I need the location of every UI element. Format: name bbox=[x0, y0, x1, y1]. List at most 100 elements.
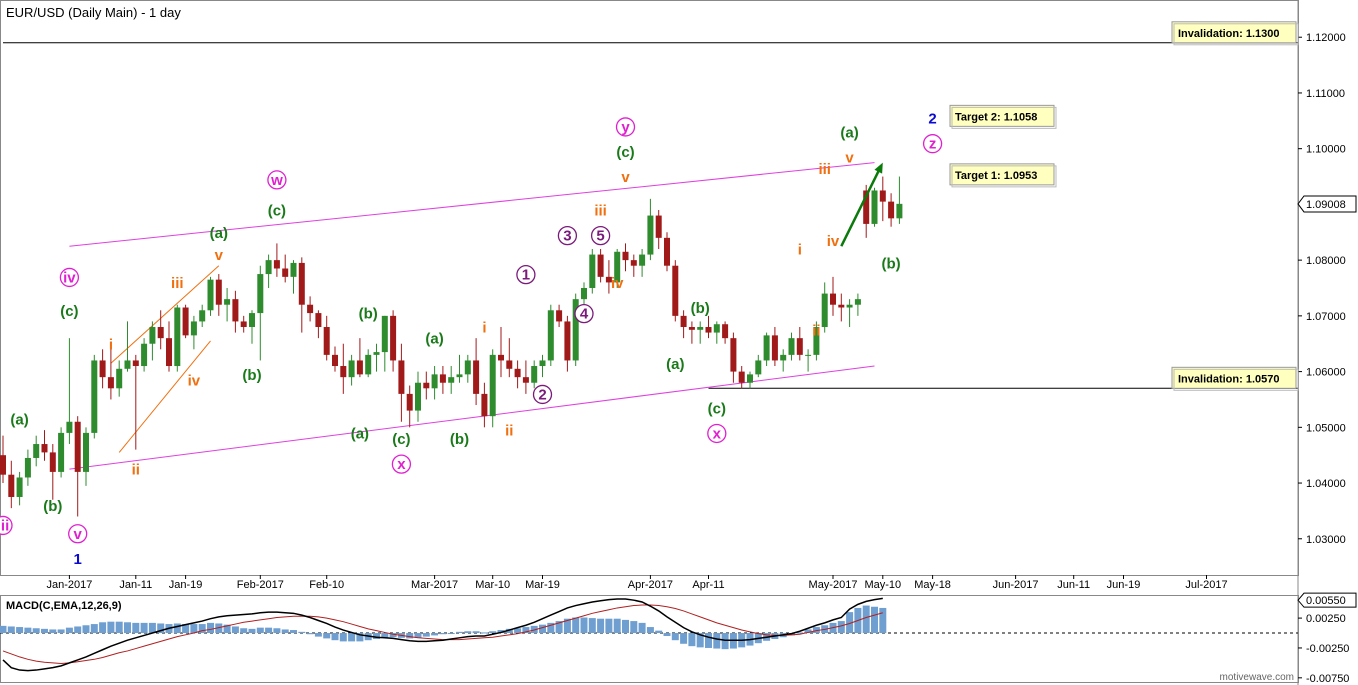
wave-label-text: y bbox=[621, 119, 630, 136]
macd-hist-bar bbox=[597, 618, 605, 634]
wave-label: z bbox=[922, 134, 943, 154]
macd-hist-bar bbox=[572, 617, 580, 634]
target-box-bg bbox=[949, 104, 1055, 127]
wave-label: 1 bbox=[516, 264, 536, 285]
wave-label: iv bbox=[611, 275, 624, 292]
candle-body bbox=[705, 327, 712, 333]
macd-hist-bar bbox=[99, 622, 107, 634]
candle-body bbox=[149, 327, 156, 344]
wave-label: iv bbox=[827, 233, 840, 250]
wave-label: v bbox=[621, 169, 630, 186]
wave-label-circle bbox=[574, 304, 594, 324]
macd-hist-bar bbox=[539, 624, 546, 634]
candle-body bbox=[688, 327, 695, 330]
macd-hist-bar bbox=[16, 627, 24, 634]
macd-hist-bar bbox=[862, 605, 870, 634]
wave-label-text: iii bbox=[0, 517, 9, 534]
wave-label-text: iv bbox=[63, 269, 76, 286]
sub-channel-line bbox=[118, 340, 211, 453]
x-tick-label: Apr-2017 bbox=[628, 579, 673, 591]
candle-body bbox=[8, 474, 15, 497]
candle-body bbox=[373, 352, 380, 355]
wave-label-text: v bbox=[621, 169, 630, 186]
last-price-bg bbox=[1297, 195, 1357, 213]
macd-hist-bar bbox=[389, 633, 397, 638]
x-tick-label: Jun-11 bbox=[1057, 579, 1090, 591]
wave-label: iv bbox=[188, 373, 201, 390]
macd-hist-bar bbox=[796, 632, 804, 634]
candle-body bbox=[365, 354, 372, 375]
wave-label: ii bbox=[505, 423, 513, 440]
candle-body bbox=[232, 299, 239, 322]
macd-last-marker: 0.00550 bbox=[1297, 592, 1357, 608]
wave-label: v bbox=[845, 150, 854, 167]
wave-label: i bbox=[109, 336, 113, 353]
candle-body bbox=[572, 299, 579, 361]
candle-body bbox=[863, 190, 870, 224]
candle-body bbox=[249, 313, 255, 328]
candle-body bbox=[830, 293, 836, 305]
wave-label-text: (b) bbox=[882, 255, 901, 272]
macd-hist-bar bbox=[497, 630, 505, 634]
candle-body bbox=[581, 288, 587, 300]
invalidation-box-bg bbox=[1171, 366, 1297, 389]
wave-label: i bbox=[798, 242, 802, 259]
macd-hist-bar bbox=[514, 628, 522, 634]
macd-hist-bar bbox=[804, 629, 812, 634]
macd-hist-bar bbox=[314, 633, 322, 637]
macd-hist-bar bbox=[381, 633, 389, 638]
candle-body bbox=[207, 279, 214, 311]
projection-arrow-shaft bbox=[840, 168, 881, 247]
macd-hist-bar bbox=[115, 621, 123, 634]
y-tick-label: 1.10000 bbox=[1306, 144, 1346, 156]
wave-label: 3 bbox=[557, 225, 578, 246]
wave-label-text: (c) bbox=[616, 144, 634, 161]
invalidation-box-bg bbox=[1171, 21, 1297, 44]
macd-hist-bar bbox=[74, 626, 82, 634]
macd-hist-bar bbox=[871, 606, 878, 634]
macd-hist-bar bbox=[373, 633, 380, 639]
macd-hist-bar bbox=[655, 630, 663, 634]
wave-label-circle bbox=[59, 267, 80, 288]
wave-label-text: (b) bbox=[43, 498, 62, 515]
x-tick-label: Jan-2017 bbox=[46, 579, 92, 591]
wave-label-text: ii bbox=[812, 322, 820, 339]
candle-body bbox=[672, 265, 679, 316]
macd-hist-bar bbox=[456, 631, 463, 634]
wave-label-text: (c) bbox=[392, 431, 410, 448]
wave-label-text: (b) bbox=[450, 431, 469, 448]
wave-label: x bbox=[707, 423, 727, 444]
wave-label-text: (a) bbox=[666, 356, 684, 373]
candle-body bbox=[315, 313, 322, 328]
macd-hist-bar bbox=[522, 627, 530, 634]
y-tick-label: 1.06000 bbox=[1306, 367, 1346, 379]
wave-label-text: iv bbox=[188, 373, 201, 390]
candle-body bbox=[639, 254, 646, 266]
macd-hist-bar bbox=[7, 626, 15, 634]
macd-hist-bar bbox=[472, 631, 480, 634]
candle-body bbox=[879, 190, 886, 202]
candle-body bbox=[41, 444, 48, 453]
wave-label: y bbox=[615, 117, 636, 137]
macd-hist-bar bbox=[356, 633, 364, 642]
candle-body bbox=[332, 354, 338, 367]
wave-label-text: (a) bbox=[10, 412, 28, 429]
macd-hist-bar bbox=[622, 619, 629, 634]
macd-hist-bar bbox=[190, 624, 198, 634]
macd-hist-bar bbox=[646, 627, 654, 634]
macd-hist-bar bbox=[132, 622, 140, 634]
wave-label: iii bbox=[594, 203, 607, 220]
candle-body bbox=[66, 421, 73, 433]
wave-label: (c) bbox=[616, 144, 634, 161]
macd-hist-bar bbox=[414, 633, 422, 638]
wave-label-text: (a) bbox=[425, 331, 443, 348]
candle-body bbox=[307, 304, 314, 314]
candle-body bbox=[340, 366, 347, 378]
macd-hist-bar bbox=[846, 612, 854, 634]
wave-label-circle bbox=[922, 134, 943, 154]
macd-hist-bar bbox=[323, 633, 331, 639]
candle-body bbox=[664, 237, 670, 266]
x-tick-label: Jul-2017 bbox=[1185, 579, 1227, 591]
x-tick-label: Jun-2017 bbox=[993, 579, 1039, 591]
macd-hist-bar bbox=[406, 633, 414, 639]
